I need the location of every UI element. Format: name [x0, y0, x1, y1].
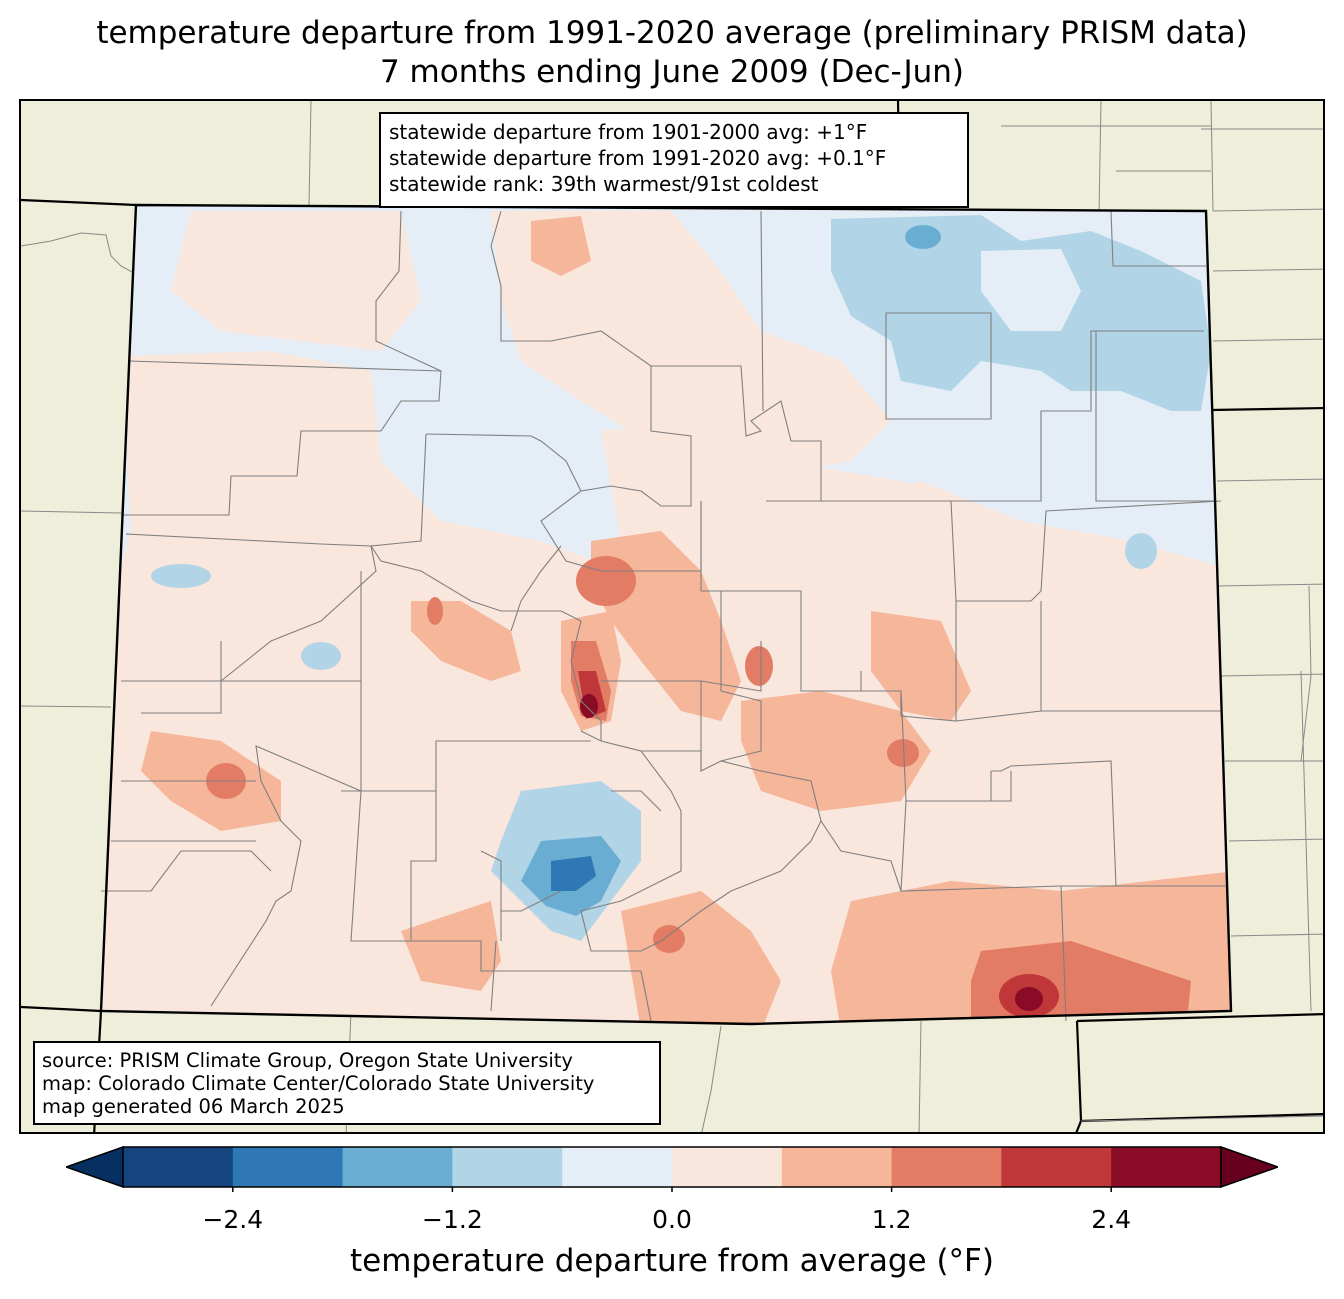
- colorbar-label: temperature departure from average (°F): [350, 1243, 994, 1279]
- colorbar-segments: [66, 1146, 1278, 1189]
- colorbar-tick-label: 2.4: [1091, 1205, 1132, 1234]
- colorbar-bin: [781, 1147, 893, 1187]
- colorbar-ticks: [232, 1187, 1112, 1192]
- map-generated-line: map generated 06 March 2025: [42, 1095, 345, 1118]
- cool-spot-east: [1125, 533, 1157, 569]
- cool-patch-san-luis-core: [551, 856, 596, 891]
- warm-patch-sanjuan: [401, 901, 501, 991]
- warm-patch-raton: [621, 891, 781, 1024]
- cool-spot-west-2: [301, 642, 341, 670]
- title-line-1: temperature departure from 1991-2020 ave…: [96, 15, 1248, 51]
- colorado-map: [21, 101, 1323, 1132]
- colorbar-bin: [672, 1147, 783, 1187]
- colorbar-bin: [1001, 1147, 1112, 1187]
- warm-patch-north-park: [531, 216, 591, 276]
- title-line-2: 7 months ending June 2009 (Dec-Jun): [379, 54, 965, 90]
- warm-patch-arkansas: [741, 691, 931, 811]
- warm-patch-arkansas-core: [887, 739, 919, 767]
- map-credit-line: map: Colorado Climate Center/Colorado St…: [42, 1072, 595, 1095]
- colorbar-tick-label: 0.0: [652, 1205, 692, 1234]
- colorbar-bin: [1111, 1147, 1222, 1187]
- stats-departure-1901-2000: statewide departure from 1901-2000 avg: …: [389, 120, 868, 144]
- warm-patch-raton-core: [653, 925, 685, 953]
- colorbar-extend-low: [66, 1146, 124, 1189]
- colorbar-bin: [562, 1147, 673, 1187]
- cool-spot-north: [905, 225, 941, 249]
- cool-spot-west: [151, 564, 211, 588]
- warm-patch-sawatch-1: [576, 556, 636, 606]
- colorbar-tick-label: −1.2: [422, 1205, 483, 1234]
- warm-patch-elk-core: [427, 597, 443, 625]
- colorbar-bin: [123, 1147, 234, 1187]
- colorbar-bin: [452, 1147, 563, 1187]
- warm-region-north-central: [491, 211, 891, 481]
- county-lines: [101, 210, 1227, 1022]
- colorbar-tick-label: 1.2: [871, 1205, 912, 1234]
- colorbar: [66, 1146, 1278, 1192]
- colorbar-extend-high: [1220, 1146, 1278, 1189]
- colorbar-tick-label: −2.4: [202, 1205, 264, 1234]
- warm-patch-southeast-peak: [1015, 987, 1043, 1011]
- warm-patch-palmer: [871, 611, 971, 721]
- warm-patch-wet-mtns-core: [580, 694, 598, 718]
- warm-region-northwest: [171, 211, 421, 351]
- colorado-border: [99, 203, 1233, 1026]
- warm-patch-palmer-core: [745, 646, 773, 686]
- cool-patch-northeast-inner: [981, 249, 1081, 331]
- map-panel: statewide departure from 1901-2000 avg: …: [19, 99, 1325, 1134]
- stats-departure-1991-2020: statewide departure from 1991-2020 avg: …: [389, 146, 887, 170]
- stats-rank: statewide rank: 39th warmest/91st coldes…: [389, 172, 819, 196]
- colorbar-bin: [891, 1147, 1002, 1187]
- colorbar-bin: [232, 1147, 344, 1187]
- warm-region-front-range: [601, 421, 981, 571]
- source-box: source: PRISM Climate Group, Oregon Stat…: [33, 1041, 661, 1125]
- map-title: temperature departure from 1991-2020 ave…: [0, 14, 1344, 92]
- temperature-departure-field: [101, 211, 1231, 1024]
- source-line: source: PRISM Climate Group, Oregon Stat…: [42, 1049, 573, 1072]
- colorbar-bin: [342, 1147, 453, 1187]
- statewide-stats-box: statewide departure from 1901-2000 avg: …: [379, 112, 969, 208]
